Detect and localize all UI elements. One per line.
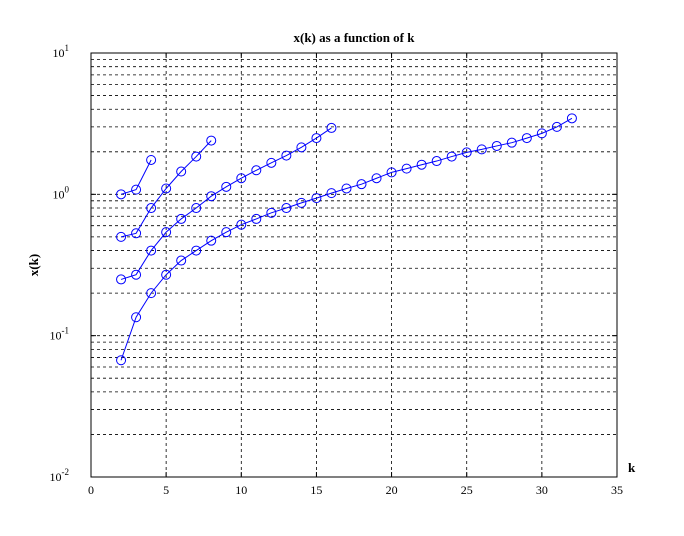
y-tick-exponent: -1 (62, 326, 70, 336)
marker (116, 189, 127, 200)
marker (221, 227, 232, 238)
marker (476, 144, 487, 155)
y-tick-label: 10-1 (50, 326, 70, 343)
series-line (120, 159, 152, 195)
marker (161, 269, 172, 280)
marker (116, 231, 127, 242)
marker (386, 167, 397, 178)
marker (281, 203, 292, 214)
marker (281, 150, 292, 161)
x-tick-label: 30 (536, 483, 548, 497)
y-tick-base: 10 (53, 187, 65, 201)
x-tick-label: 5 (163, 483, 169, 497)
x-tick-label: 15 (310, 483, 322, 497)
series-line (120, 127, 332, 280)
y-tick-exponent: 0 (65, 184, 70, 194)
series-line (120, 140, 212, 238)
marker (161, 183, 172, 194)
marker (251, 213, 262, 224)
marker (206, 235, 217, 246)
marker (326, 122, 337, 133)
marker (506, 137, 517, 148)
marker (266, 157, 277, 168)
y-tick-base: 10 (50, 329, 62, 343)
marker (176, 255, 187, 266)
y-tick-exponent: 1 (65, 43, 70, 53)
plot-frame (90, 52, 618, 478)
marker (416, 159, 427, 170)
marker (326, 188, 337, 199)
x-axis-label: k (628, 460, 636, 475)
marker (146, 154, 157, 165)
marker (191, 151, 202, 162)
marker (266, 207, 277, 218)
marker (491, 140, 502, 151)
marker (296, 142, 307, 153)
marker (161, 227, 172, 238)
marker (116, 355, 127, 366)
marker (221, 181, 232, 192)
x-tick-label: 0 (88, 483, 94, 497)
y-tick-exponent: -2 (62, 467, 70, 477)
marker (401, 163, 412, 174)
marker (566, 113, 577, 124)
x-tick-label: 20 (386, 483, 398, 497)
marker (536, 128, 547, 139)
marker (431, 156, 442, 167)
marker (146, 245, 157, 256)
x-tick-label: 35 (611, 483, 623, 497)
y-tick-label: 10-2 (50, 467, 70, 484)
marker (191, 203, 202, 214)
x-tick-label: 10 (235, 483, 247, 497)
marker (131, 269, 142, 280)
marker (176, 213, 187, 224)
y-tick-base: 10 (50, 470, 62, 484)
marker (131, 312, 142, 323)
marker (146, 288, 157, 299)
marker (236, 173, 247, 184)
marker (446, 151, 457, 162)
y-tick-label: 101 (53, 43, 70, 60)
marker (131, 184, 142, 195)
y-axis-label: x(k) (26, 254, 41, 276)
series-line (120, 117, 573, 361)
marker (176, 166, 187, 177)
marker (146, 203, 157, 214)
marker (251, 165, 262, 176)
marker (371, 173, 382, 184)
marker (356, 179, 367, 190)
marker (116, 274, 127, 285)
marker (191, 245, 202, 256)
marker (236, 219, 247, 230)
y-tick-label: 100 (53, 184, 70, 201)
marker (131, 228, 142, 239)
chart-title: x(k) as a function of k (294, 30, 416, 45)
marker (461, 147, 472, 158)
marker (296, 197, 307, 208)
marker (206, 135, 217, 146)
marker (311, 133, 322, 144)
marker (311, 193, 322, 204)
x-tick-label: 25 (461, 483, 473, 497)
marker (206, 191, 217, 202)
y-tick-base: 10 (53, 46, 65, 60)
marker (521, 133, 532, 144)
marker (551, 121, 562, 132)
marker (341, 183, 352, 194)
